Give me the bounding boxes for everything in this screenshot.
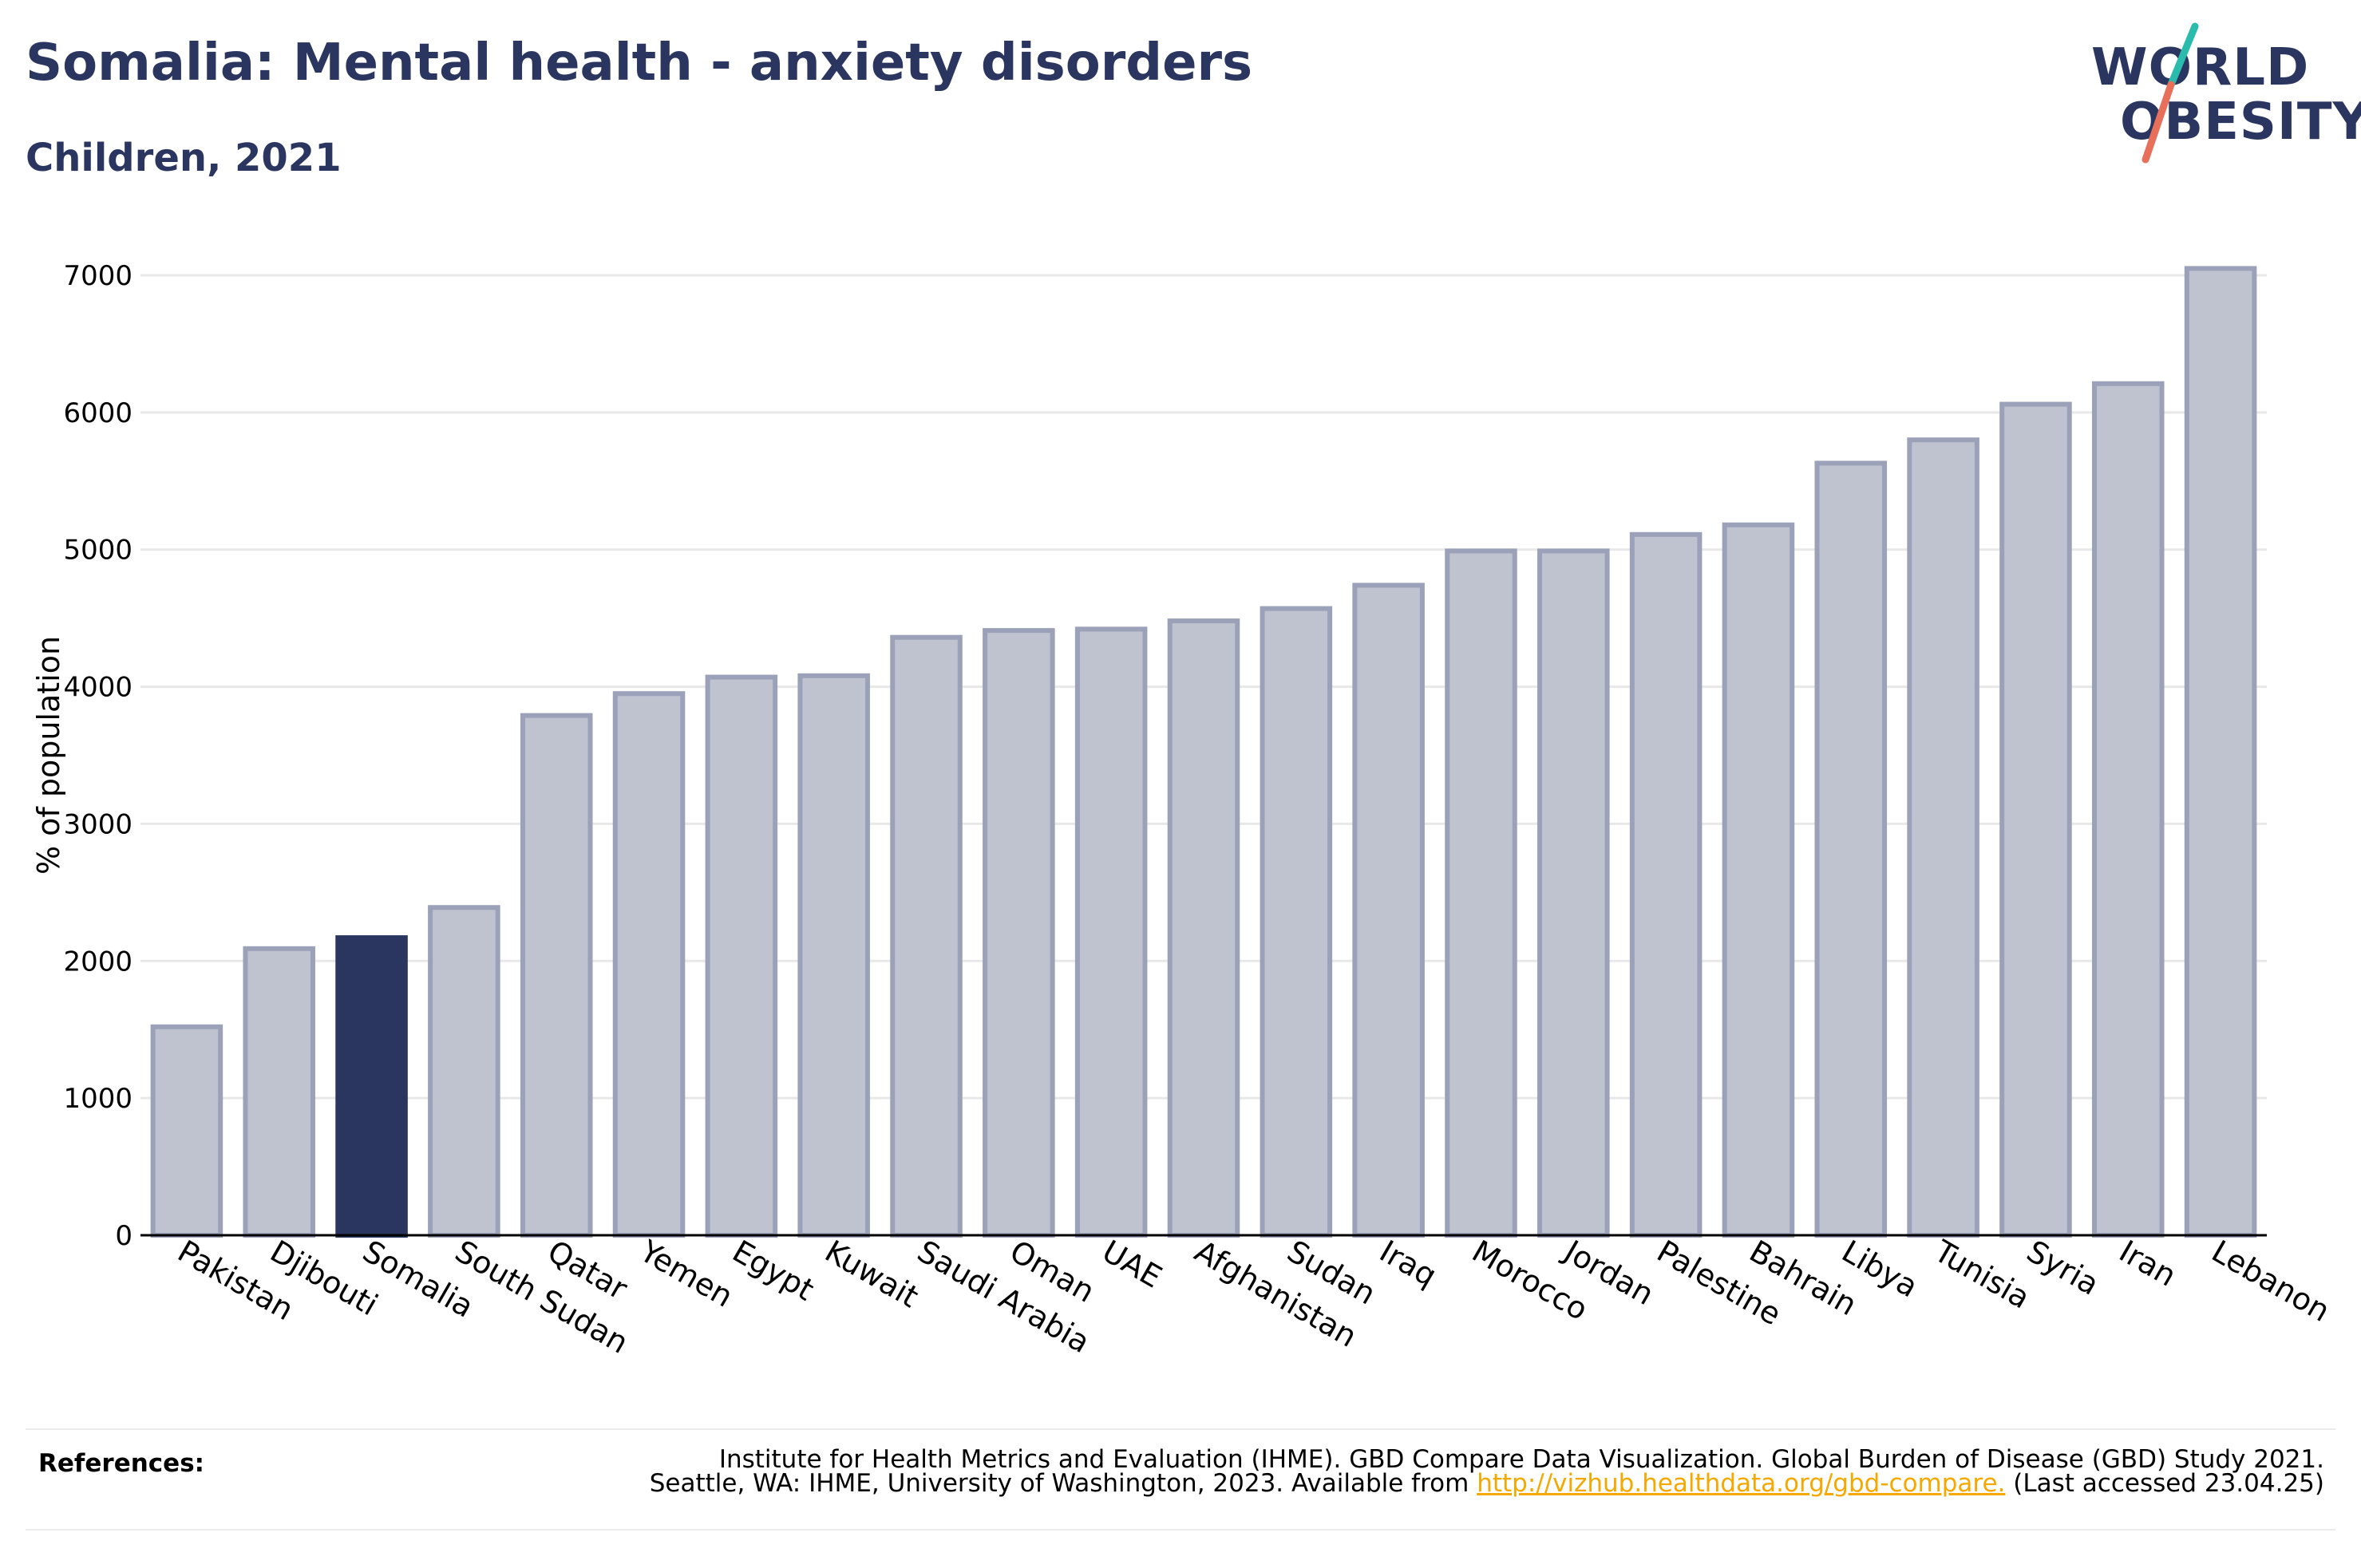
bar <box>705 674 778 1238</box>
y-tick-label: 2000 <box>63 946 132 978</box>
references-label: References: <box>38 1449 205 1478</box>
x-tick-label: Tunisia <box>1928 1233 2035 1316</box>
references-line-2-start: Seattle, WA: IHME, University of Washing… <box>649 1469 1477 1498</box>
references-line-1: Institute for Health Metrics and Evaluat… <box>718 1445 2324 1474</box>
y-tick-label: 7000 <box>63 260 132 292</box>
bar <box>1537 548 1610 1238</box>
references-line-2-end: (Last accessed 23.04.25) <box>2005 1469 2324 1498</box>
bar <box>1074 626 1148 1238</box>
y-axis-label: % of population <box>31 636 66 875</box>
bar-chart: 0 1000 2000 3000 4000 5000 6000 7000 % of popula… <box>31 260 2336 1361</box>
bar <box>1814 460 1888 1238</box>
x-tick-label: Syria <box>2021 1234 2105 1302</box>
bar <box>612 691 686 1238</box>
y-tick-label: 3000 <box>63 808 132 840</box>
world-obesity-logo: WORLD OBESITY <box>2083 22 2361 174</box>
x-tick-label: UAE <box>1097 1234 1168 1295</box>
bar <box>428 905 500 1238</box>
references-link[interactable]: http://vizhub.healthdata.org/gbd-compare… <box>1477 1469 2006 1498</box>
x-tick-label: Egypt <box>726 1234 820 1308</box>
bar <box>983 628 1055 1238</box>
y-tick-label: 1000 <box>63 1083 132 1115</box>
references-box: References: Institute for Health Metrics… <box>26 1428 2335 1530</box>
bar-highlighted <box>335 935 408 1238</box>
bar <box>1629 531 1703 1238</box>
x-tick-label: Iran <box>2114 1234 2182 1294</box>
x-tick-label: Lebanon <box>2206 1234 2336 1329</box>
chart-subtitle: Children, 2021 <box>26 136 342 180</box>
bar <box>520 713 593 1238</box>
bar <box>797 673 870 1238</box>
bar <box>2091 381 2165 1238</box>
logo-slash-icon <box>2142 22 2199 164</box>
y-tick-label: 0 <box>115 1220 132 1252</box>
chart-title: Somalia: Mental health - anxiety disorde… <box>26 34 1253 93</box>
bar <box>1999 401 2072 1238</box>
bar <box>243 946 316 1238</box>
bar <box>1907 437 1979 1238</box>
bar <box>1722 522 1795 1238</box>
bar <box>2184 266 2257 1238</box>
bar <box>150 1024 223 1238</box>
logo-line-1: WORLD <box>2091 38 2310 97</box>
x-tick-label: Kuwait <box>819 1234 924 1315</box>
bar <box>890 634 963 1238</box>
bar <box>1445 548 1517 1238</box>
y-tick-label: 6000 <box>63 397 132 429</box>
references-text: Institute for Health Metrics and Evaluat… <box>649 1445 2324 1498</box>
y-tick-label: 4000 <box>63 672 132 704</box>
bar <box>1167 618 1240 1238</box>
x-tick-label: Yemen <box>634 1233 739 1314</box>
bar <box>1352 583 1425 1238</box>
references-line-2: Seattle, WA: IHME, University of Washing… <box>649 1469 2324 1498</box>
y-tick-label: 5000 <box>63 535 132 567</box>
x-tick-label: Iraq <box>1374 1234 1442 1294</box>
bars <box>150 266 2257 1238</box>
bar <box>1260 606 1333 1238</box>
